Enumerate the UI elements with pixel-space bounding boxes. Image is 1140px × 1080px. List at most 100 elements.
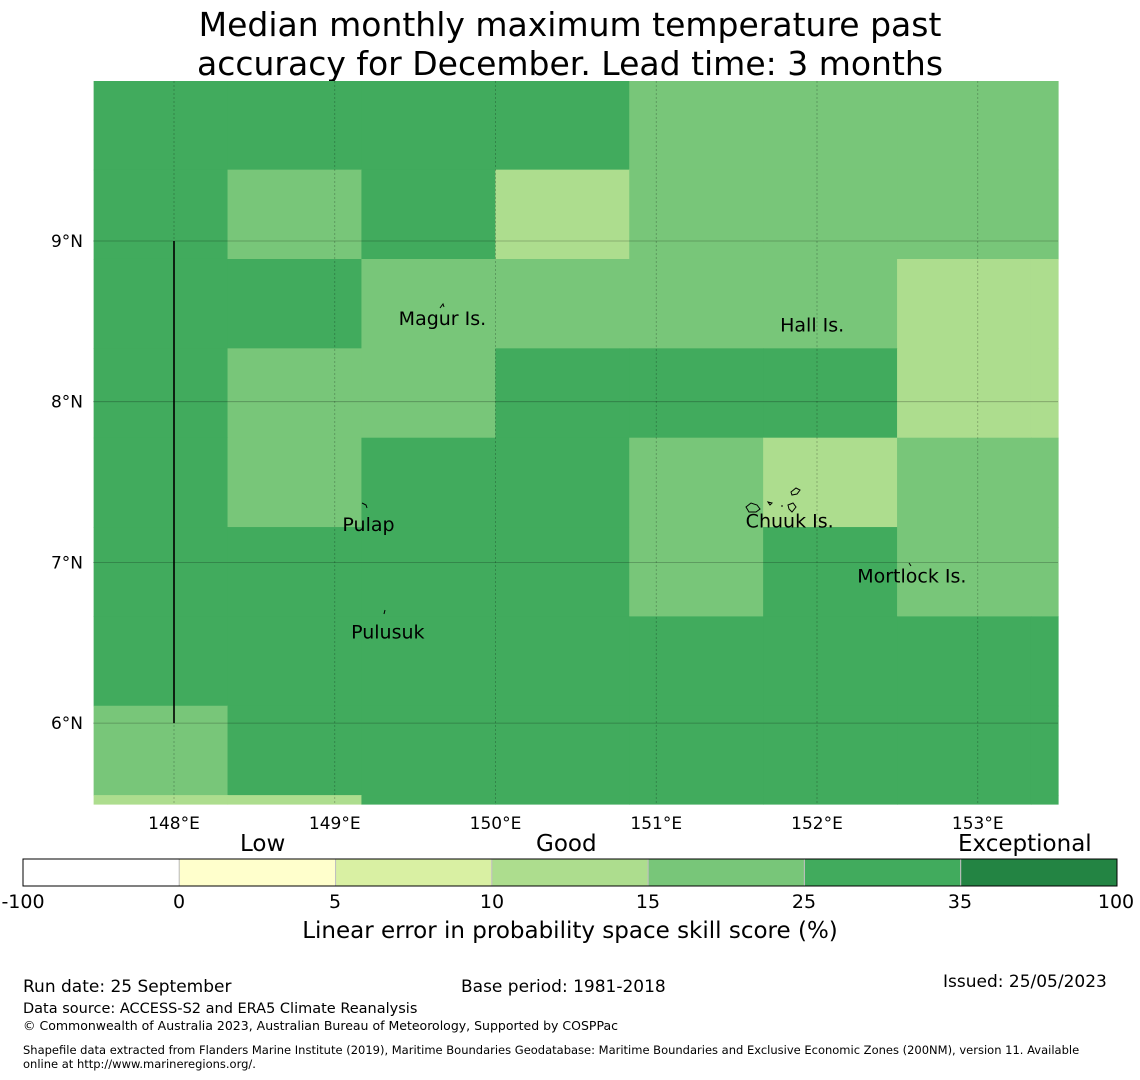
skill-cell	[897, 705, 1032, 796]
skill-cell	[629, 795, 764, 805]
pulusuk-island-outline	[383, 609, 386, 615]
skill-cell	[1030, 258, 1059, 349]
issued-date: Issued: 25/05/2023	[943, 972, 1107, 992]
skill-cell	[629, 81, 764, 171]
longitude-tick-label: 150°E	[470, 814, 522, 834]
skill-cell	[93, 527, 229, 617]
skill-cell	[495, 527, 630, 617]
shapefile-credit-line-1: Shapefile data extracted from Flanders M…	[23, 1043, 1080, 1057]
skill-cell	[763, 258, 898, 349]
category-good: Good	[536, 831, 597, 857]
colorbar-segment	[178, 858, 337, 887]
skill-cell	[763, 705, 898, 796]
skill-cell	[93, 258, 229, 349]
base-period: Base period: 1981-2018	[461, 977, 666, 997]
skill-cell	[93, 705, 229, 796]
skill-cell	[495, 348, 630, 439]
skill-cell	[361, 437, 496, 528]
longitude-tick-label: 151°E	[630, 814, 682, 834]
skill-cell	[629, 437, 764, 528]
latitude-ticks: 9°N 8°N 7°N 6°N	[51, 232, 83, 734]
pulap-island-outline	[361, 502, 368, 509]
colorbar-tick: 5	[328, 891, 342, 913]
longitude-tick-label: 152°E	[791, 814, 843, 834]
colorbar-segment	[647, 858, 805, 887]
skill-cell	[763, 437, 898, 528]
skill-cell	[629, 705, 764, 796]
skill-cell	[227, 437, 363, 528]
skill-cell	[361, 258, 496, 349]
skill-cell	[763, 348, 898, 439]
skill-cell	[1030, 169, 1059, 260]
skill-cell	[629, 616, 764, 707]
mortlock-island-outline	[908, 562, 912, 567]
skill-cell	[93, 81, 229, 171]
skill-cell	[495, 616, 630, 707]
skill-cell	[495, 705, 630, 796]
longitude-tick-label: 149°E	[309, 814, 361, 834]
skill-cell	[1030, 437, 1059, 528]
skill-cell	[227, 616, 363, 707]
skill-cell	[361, 527, 496, 617]
colorbar-segment	[960, 858, 1118, 887]
place-label: Pulap	[342, 514, 394, 536]
skill-cell	[361, 705, 496, 796]
colorbar-tick: 10	[479, 891, 505, 913]
place-labels: Magur Is. Hall Is. Pulap Chuuk Is. Mortlock …	[342, 308, 966, 643]
latitude-tick-label: 8°N	[51, 393, 83, 413]
skill-cell	[1030, 348, 1059, 439]
colorbar-tick: 0	[172, 891, 186, 913]
colorbar-tick: 100	[1097, 891, 1135, 913]
skill-cell	[897, 258, 1032, 349]
skill-cell	[897, 616, 1032, 707]
longitude-ticks: 148°E 149°E 150°E 151°E 152°E 153°E	[148, 814, 1003, 834]
colorbar-segment	[491, 858, 649, 887]
colorbar-outline	[22, 858, 1118, 887]
skill-cell	[897, 527, 1032, 617]
skill-cell	[1030, 81, 1059, 171]
skill-cell	[763, 795, 898, 805]
data-source: Data source: ACCESS-S2 and ERA5 Climate …	[23, 1001, 418, 1017]
skill-cell	[227, 348, 363, 439]
skill-cell	[361, 169, 496, 260]
skill-cell	[227, 81, 363, 171]
skill-cell	[227, 169, 363, 260]
colorbar-tick: 15	[635, 891, 661, 913]
place-label: Hall Is.	[780, 315, 844, 337]
skill-cell	[93, 348, 229, 439]
shapefile-credit-line-2: online at http://www.marineregions.org/.	[23, 1057, 256, 1071]
skill-cell	[897, 169, 1032, 260]
island-outlines	[361, 302, 912, 615]
latitude-tick-label: 6°N	[51, 714, 83, 734]
skill-cell	[361, 795, 496, 805]
skill-cell	[629, 348, 764, 439]
run-date: Run date: 25 September	[23, 977, 232, 997]
longitude-tick-label: 148°E	[148, 814, 200, 834]
skill-cell	[361, 616, 496, 707]
skill-cell	[629, 527, 764, 617]
category-low: Low	[240, 831, 286, 857]
colorbar	[22, 858, 1118, 887]
skill-cell	[361, 81, 496, 171]
chuuk-lagoon-outline	[745, 487, 801, 513]
skill-cell	[763, 527, 898, 617]
place-label: Chuuk Is.	[746, 511, 834, 533]
colorbar-label: Linear error in probability space skill …	[302, 918, 838, 944]
skill-cell	[495, 437, 630, 528]
place-label: Magur Is.	[399, 308, 487, 330]
skill-cell	[495, 81, 630, 171]
skill-cell	[897, 437, 1032, 528]
longitude-tick-label: 153°E	[952, 814, 1004, 834]
skill-cell	[495, 795, 630, 805]
skill-cell	[93, 616, 229, 707]
colorbar-tick: 35	[947, 891, 973, 913]
place-label: Mortlock Is.	[857, 565, 966, 587]
colorbar-segment	[335, 858, 493, 887]
skill-cell	[763, 81, 898, 171]
skill-cell	[1030, 527, 1059, 617]
skill-cell	[495, 258, 630, 349]
skill-cell	[227, 258, 363, 349]
skill-cell	[1030, 616, 1059, 707]
copyright: © Commonwealth of Australia 2023, Austra…	[23, 1018, 618, 1033]
